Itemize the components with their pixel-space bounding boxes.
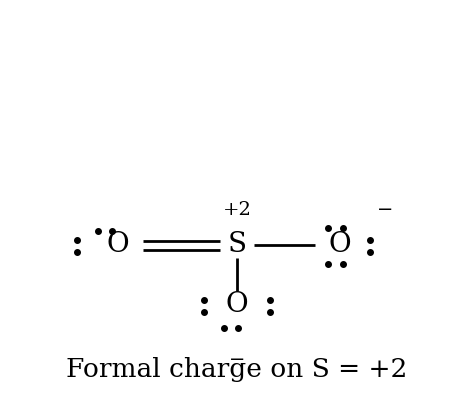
Text: S: S (228, 231, 246, 259)
Text: O: O (226, 292, 248, 318)
Text: −: − (229, 351, 245, 369)
Text: Formal charge on S = +2: Formal charge on S = +2 (66, 358, 408, 383)
Text: −: − (377, 201, 393, 219)
Text: O: O (328, 231, 351, 259)
Text: +2: +2 (223, 201, 251, 219)
Text: O: O (107, 231, 129, 259)
